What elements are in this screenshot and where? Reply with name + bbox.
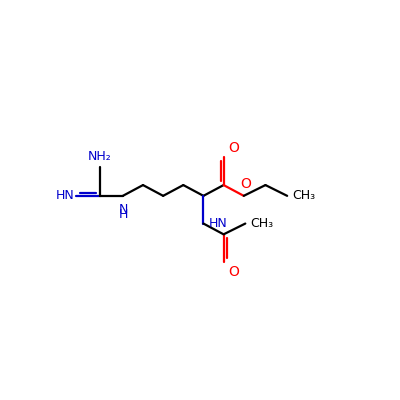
Text: HN: HN: [56, 189, 75, 202]
Text: CH₃: CH₃: [250, 217, 273, 230]
Text: NH₂: NH₂: [88, 150, 112, 163]
Text: N: N: [119, 203, 128, 216]
Text: HN: HN: [209, 217, 228, 230]
Text: H: H: [119, 208, 128, 220]
Text: O: O: [240, 177, 251, 191]
Text: O: O: [228, 141, 240, 155]
Text: CH₃: CH₃: [292, 189, 315, 202]
Text: O: O: [228, 264, 240, 278]
